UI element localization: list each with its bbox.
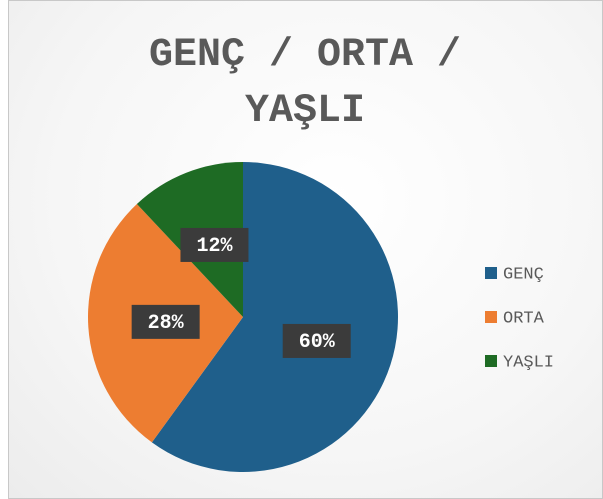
pie-slice	[151, 162, 399, 473]
data-label: 12%	[196, 235, 233, 258]
chart-title: GENÇ / ORTA / YAŞLI	[148, 33, 462, 134]
legend-label: GENÇ	[503, 265, 544, 284]
data-label-box	[180, 227, 249, 262]
data-label-box	[131, 304, 200, 339]
legend-swatch	[485, 311, 497, 323]
legend-swatch	[485, 267, 497, 279]
legend-label: ORTA	[503, 309, 545, 328]
legend-swatch	[485, 355, 497, 367]
data-label-box	[282, 323, 351, 358]
data-label: 60%	[299, 331, 336, 354]
data-label: 28%	[148, 312, 185, 335]
legend-label: YAŞLI	[503, 353, 554, 372]
